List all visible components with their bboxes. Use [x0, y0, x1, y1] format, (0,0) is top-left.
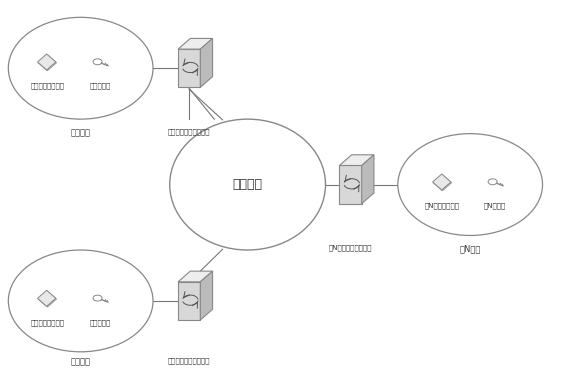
Text: 第N秘钥组: 第N秘钥组 [484, 203, 506, 209]
Polygon shape [433, 175, 451, 191]
Ellipse shape [8, 250, 153, 352]
Polygon shape [178, 282, 200, 320]
Text: 第一网络通信设备: 第一网络通信设备 [30, 83, 64, 89]
Polygon shape [38, 55, 56, 71]
Polygon shape [339, 165, 362, 204]
Ellipse shape [398, 134, 542, 236]
Text: 第一秘钥组: 第一秘钥组 [89, 83, 111, 89]
Polygon shape [38, 54, 56, 70]
Text: 第二网络: 第二网络 [71, 357, 90, 366]
Text: 第N网络: 第N网络 [460, 244, 481, 253]
Text: 第二秘钥组: 第二秘钥组 [89, 319, 111, 326]
Text: 第一网络: 第一网络 [71, 128, 90, 137]
Ellipse shape [170, 119, 325, 250]
Polygon shape [38, 290, 56, 306]
Polygon shape [38, 291, 56, 307]
Text: 第二网络安全隔离装置: 第二网络安全隔离装置 [168, 357, 210, 364]
Polygon shape [362, 155, 374, 204]
Polygon shape [200, 39, 212, 87]
Text: 外部网络: 外部网络 [233, 178, 262, 191]
Ellipse shape [8, 17, 153, 119]
Polygon shape [339, 155, 374, 165]
Text: 第N网络通信设备: 第N网络通信设备 [425, 203, 460, 209]
Text: 第N网络安全隔离装置: 第N网络安全隔离装置 [329, 244, 372, 251]
Polygon shape [178, 39, 212, 49]
Text: 第二网络通信设备: 第二网络通信设备 [30, 319, 64, 326]
Text: 第一网络安全隔离装置: 第一网络安全隔离装置 [168, 128, 210, 135]
Polygon shape [200, 271, 212, 320]
Polygon shape [178, 271, 212, 282]
Polygon shape [433, 174, 451, 190]
Polygon shape [178, 49, 200, 87]
